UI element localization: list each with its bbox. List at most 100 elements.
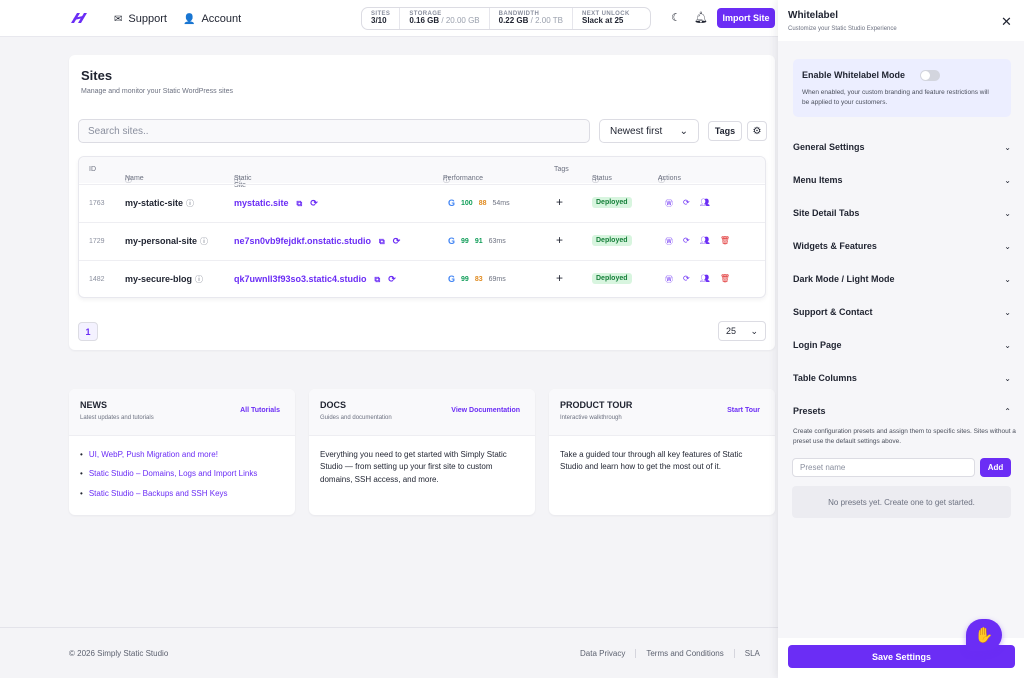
col-id: ID xyxy=(89,166,96,173)
status-badge: Deployed xyxy=(592,197,632,208)
bell-icon[interactable]: 🔔︎ xyxy=(694,12,708,24)
section-label: General Settings xyxy=(793,142,865,152)
news-item[interactable]: Static Studio – Backups and SSH Keys xyxy=(80,488,284,500)
tour-subtitle: Interactive walkthrough xyxy=(560,415,622,421)
info-icon: ⓘ xyxy=(125,177,132,184)
per-page-value: 25 xyxy=(726,326,737,336)
page-subtitle: Manage and monitor your Static WordPress… xyxy=(81,88,233,95)
presets-empty-state: No presets yet. Create one to get starte… xyxy=(792,486,1011,518)
sync-icon[interactable]: ⟳ xyxy=(683,198,690,207)
static-site-link[interactable]: ne7sn0vb9fejdkf.onstatic.studio ⧉ ⟳ xyxy=(234,236,400,247)
external-link-icon[interactable]: ⧉ xyxy=(379,237,385,246)
external-link-icon[interactable]: ⧉ xyxy=(296,199,303,208)
section-login-page[interactable]: Login Page ⌄ xyxy=(793,335,1011,355)
logo-icon[interactable] xyxy=(70,11,88,25)
stat-storage: STORAGE 0.16 GB / 20.00 GB xyxy=(400,8,490,29)
sync-icon[interactable]: ⟳ xyxy=(388,274,396,284)
section-label: Support & Contact xyxy=(793,307,873,317)
add-tag-icon[interactable]: + xyxy=(556,271,564,285)
wordpress-icon[interactable]: Ⓦ xyxy=(665,275,673,284)
section-site-detail-tabs[interactable]: Site Detail Tabs ⌄ xyxy=(793,203,1011,223)
users-icon[interactable]: 👥︎ xyxy=(699,274,710,283)
start-tour-link[interactable]: Start Tour xyxy=(727,407,760,414)
sort-value: Newest first xyxy=(610,125,663,137)
save-settings-button[interactable]: Save Settings xyxy=(788,645,1015,668)
info-icon: ⓘ xyxy=(234,177,241,184)
static-site-link[interactable]: mystatic.site ⧉ ⟳ xyxy=(234,198,318,209)
col-static-site-label: Static Site xyxy=(234,175,252,189)
account-label: Account xyxy=(201,13,242,25)
close-icon[interactable]: ✕ xyxy=(1001,14,1012,29)
info-icon[interactable]: ⓘ xyxy=(195,275,204,284)
sync-icon[interactable]: ⟳ xyxy=(683,274,690,283)
stat-key: NEXT UNLOCK xyxy=(581,11,630,17)
wave-hand-icon[interactable]: ✋ xyxy=(966,619,1002,651)
col-performance-label: Performance xyxy=(443,175,484,182)
wordpress-icon[interactable]: Ⓦ xyxy=(665,199,673,208)
site-name[interactable]: my-personal-site ⓘ xyxy=(125,236,208,247)
site-id: 1763 xyxy=(89,200,105,207)
section-label: Menu Items xyxy=(793,175,843,185)
sync-icon[interactable]: ⟳ xyxy=(392,236,401,246)
news-item[interactable]: Static Studio – Domains, Logs and Import… xyxy=(80,468,284,480)
sync-icon[interactable]: ⟳ xyxy=(310,198,318,208)
sites-card: Sites Manage and monitor your Static Wor… xyxy=(69,55,775,350)
trash-icon[interactable]: 🗑︎ xyxy=(719,236,731,245)
google-icon: G xyxy=(448,236,456,246)
sla-link[interactable]: SLA xyxy=(733,649,770,658)
page-1-button[interactable]: 1 xyxy=(78,322,98,341)
users-icon[interactable]: 👥︎ xyxy=(699,236,710,245)
wordpress-icon[interactable]: Ⓦ xyxy=(665,237,673,246)
account-link[interactable]: 👤 Account xyxy=(183,13,241,25)
table-row[interactable]: 1763 my-static-site ⓘ mystatic.site ⧉ ⟳ G 10… xyxy=(79,184,765,222)
news-item[interactable]: UI, WebP, Push Migration and more! xyxy=(80,449,284,461)
whitelabel-toggle[interactable] xyxy=(920,70,940,81)
preset-placeholder: Preset name xyxy=(800,463,846,472)
score-1: 100 xyxy=(461,199,473,207)
preset-name-input[interactable]: Preset name xyxy=(792,458,975,477)
external-link-icon[interactable]: ⧉ xyxy=(374,275,381,284)
section-widgets-features[interactable]: Widgets & Features ⌄ xyxy=(793,236,1011,256)
static-site-link[interactable]: qk7uwnll3f93so3.static4.studio ⧉ ⟳ xyxy=(234,274,396,285)
chevron-down-icon: ⌄ xyxy=(1004,241,1011,251)
section-menu-items[interactable]: Menu Items ⌄ xyxy=(793,170,1011,190)
users-icon[interactable]: 👥︎ xyxy=(699,198,710,207)
table-row[interactable]: 1482 my-secure-blog ⓘ qk7uwnll3f93so3.sta… xyxy=(79,260,765,298)
tags-button[interactable]: Tags xyxy=(708,121,742,141)
info-icon[interactable]: ⓘ xyxy=(200,237,209,246)
chevron-down-icon: ⌄ xyxy=(1004,340,1011,350)
info-icon[interactable]: ⓘ xyxy=(186,199,195,208)
section-label: Login Page xyxy=(793,340,842,350)
section-table-columns[interactable]: Table Columns ⌄ xyxy=(793,368,1011,388)
sort-select[interactable]: Newest first ⌄ xyxy=(599,119,699,143)
all-tutorials-link[interactable]: All Tutorials xyxy=(240,407,280,414)
support-link[interactable]: ✉ Support xyxy=(114,13,167,25)
section-support-contact[interactable]: Support & Contact ⌄ xyxy=(793,302,1011,322)
section-dark-light-mode[interactable]: Dark Mode / Light Mode ⌄ xyxy=(793,269,1011,289)
moon-icon[interactable]: ☾ xyxy=(671,12,681,24)
add-tag-icon[interactable]: + xyxy=(556,195,564,209)
trash-icon[interactable]: 🗑︎ xyxy=(719,274,731,283)
per-page-select[interactable]: 25 ⌄ xyxy=(718,321,766,341)
site-name[interactable]: my-secure-blog ⓘ xyxy=(125,274,203,285)
gear-icon[interactable]: ⚙ xyxy=(747,121,767,141)
page-title: Sites xyxy=(81,68,113,83)
section-presets[interactable]: Presets ⌃ xyxy=(793,401,1011,421)
section-general-settings[interactable]: General Settings ⌄ xyxy=(793,137,1011,157)
sync-icon[interactable]: ⟳ xyxy=(683,236,690,245)
whitelabel-description: When enabled, your custom branding and f… xyxy=(802,89,989,107)
docs-body: Everything you need to get started with … xyxy=(320,450,507,484)
import-site-button[interactable]: Import Site xyxy=(717,8,775,28)
score-2: 88 xyxy=(478,199,487,207)
response-time: 63ms xyxy=(488,237,506,245)
search-input[interactable]: Search sites.. xyxy=(78,119,590,143)
terms-link[interactable]: Terms and Conditions xyxy=(635,649,733,658)
table-row[interactable]: 1729 my-personal-site ⓘ ne7sn0vb9fejdkf.o… xyxy=(79,222,765,260)
site-name[interactable]: my-static-site ⓘ xyxy=(125,198,194,209)
site-id: 1482 xyxy=(89,276,105,283)
data-privacy-link[interactable]: Data Privacy xyxy=(580,649,626,658)
add-tag-icon[interactable]: + xyxy=(556,233,564,247)
view-documentation-link[interactable]: View Documentation xyxy=(451,407,520,414)
add-preset-button[interactable]: Add xyxy=(980,458,1011,477)
chevron-down-icon: ⌄ xyxy=(1004,307,1011,317)
